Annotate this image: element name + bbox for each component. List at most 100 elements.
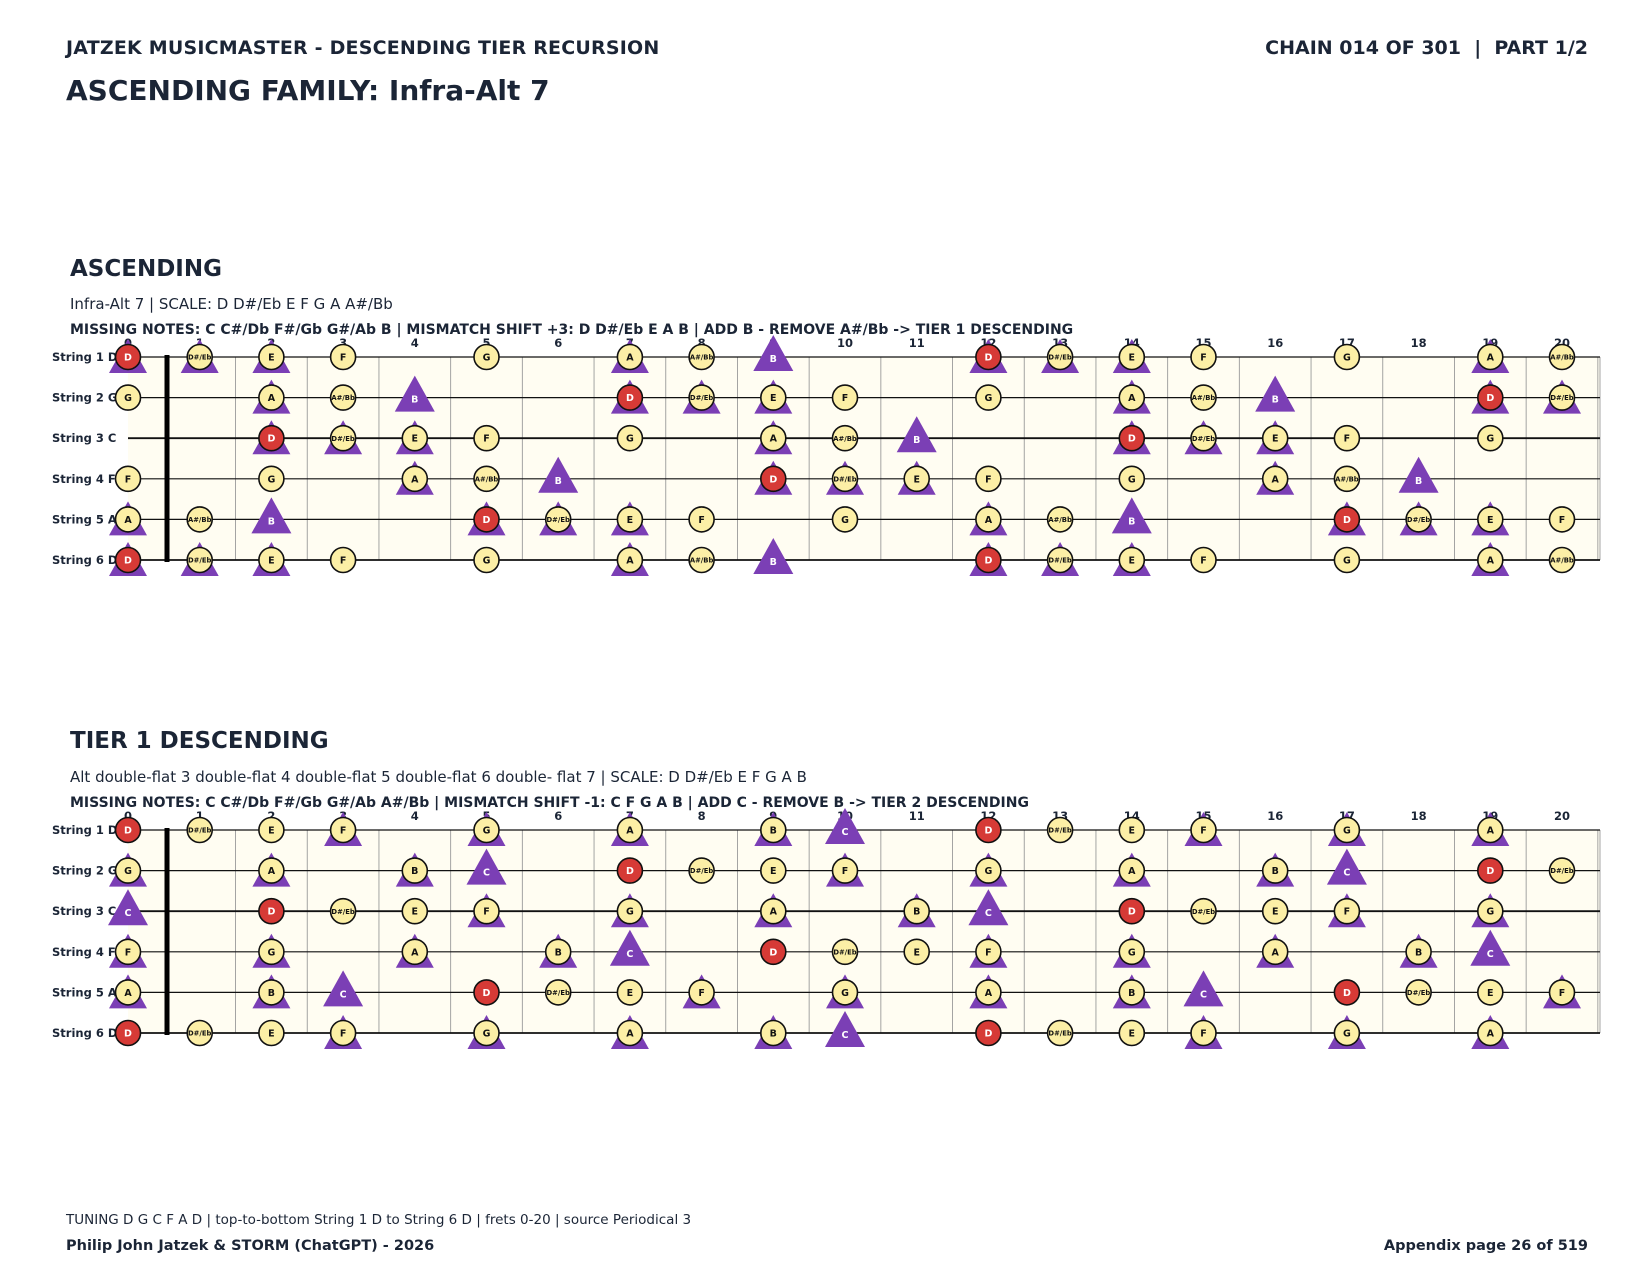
scale-note-marker xyxy=(258,979,285,1006)
note-label: A xyxy=(626,556,634,567)
note-label: E xyxy=(412,434,419,445)
note-label: D xyxy=(1343,988,1351,999)
note-label: B xyxy=(555,947,562,958)
scale-note-marker xyxy=(329,424,357,452)
scale-note-marker xyxy=(1333,343,1361,371)
scale-note-marker xyxy=(186,546,213,574)
mismatch-triangle xyxy=(538,456,579,493)
note-label: D#/Eb xyxy=(833,475,856,483)
scale-note-marker xyxy=(831,979,859,1006)
root-note-marker xyxy=(975,1019,1002,1047)
scale-note-marker xyxy=(688,343,715,371)
scale-note-marker xyxy=(688,546,715,574)
scale-note-marker xyxy=(616,546,644,574)
note-label: G xyxy=(841,988,849,999)
scale-note-marker xyxy=(544,979,572,1006)
section-subtitle-tier1-descending: Alt double-flat 3 double-flat 4 double-f… xyxy=(70,768,807,786)
scale-note-marker xyxy=(1477,343,1504,371)
note-label: D xyxy=(1486,866,1494,877)
note-label: D xyxy=(483,515,491,526)
scale-note-marker xyxy=(1405,506,1432,533)
string-label: String 4 F xyxy=(52,472,116,486)
note-label: A xyxy=(411,947,419,958)
string-label: String 3 C xyxy=(52,904,116,918)
scale-note-marker xyxy=(1190,897,1217,925)
scale-note-marker xyxy=(329,343,357,371)
root-note-marker xyxy=(616,384,644,411)
triangle-note-label: B xyxy=(1128,516,1135,527)
note-label: D xyxy=(1343,515,1351,526)
note-label: B xyxy=(1128,988,1135,999)
fret-number: 5 xyxy=(482,336,490,350)
mismatch-triangle xyxy=(108,889,148,926)
note-label: G xyxy=(1128,947,1136,958)
scale-note-marker xyxy=(258,465,285,493)
scale-note-marker xyxy=(759,424,787,452)
scale-note-marker xyxy=(1046,546,1074,574)
mismatch-triangle xyxy=(825,808,865,844)
scale-note-marker xyxy=(975,938,1002,966)
scale-note-marker xyxy=(1261,465,1289,493)
root-note-marker xyxy=(1118,897,1146,925)
triangle-note-label: C xyxy=(483,868,490,879)
scale-note-marker xyxy=(1477,546,1504,574)
note-label: G xyxy=(1343,826,1351,837)
note-label: D xyxy=(984,353,992,364)
scale-note-marker xyxy=(759,857,787,884)
scale-note-marker xyxy=(688,979,715,1006)
mismatch-triangle xyxy=(251,497,292,534)
scale-note-marker xyxy=(1190,384,1217,411)
triangle-note-label: C xyxy=(626,949,633,960)
note-label: D#/Eb xyxy=(331,908,354,916)
note-label: G xyxy=(483,826,491,837)
mismatch-triangle xyxy=(1111,497,1152,534)
note-label: A xyxy=(1272,947,1280,958)
scale-note-marker xyxy=(258,1019,285,1047)
note-label: G xyxy=(1343,1029,1351,1040)
root-note-marker xyxy=(975,816,1002,844)
note-label: A xyxy=(985,988,993,999)
mismatch-triangle xyxy=(323,970,364,1007)
scale-note-marker xyxy=(1118,384,1146,411)
note-label: A#/Bb xyxy=(1550,354,1574,362)
scale-note-marker xyxy=(1190,1019,1217,1047)
note-label: E xyxy=(1487,515,1494,526)
note-label: E xyxy=(1129,353,1136,364)
note-label: A xyxy=(268,866,276,877)
scale-note-marker xyxy=(1477,979,1504,1006)
scale-note-marker xyxy=(975,857,1002,884)
note-label: D#/Eb xyxy=(1407,989,1430,997)
note-label: B xyxy=(913,907,920,918)
fret-number: 6 xyxy=(554,336,562,350)
note-label: D#/Eb xyxy=(1192,908,1215,916)
scale-note-marker xyxy=(1046,816,1074,844)
note-label: D xyxy=(769,947,777,958)
scale-note-marker xyxy=(831,384,859,411)
scale-note-marker xyxy=(759,1019,787,1047)
note-label: F xyxy=(340,1029,347,1040)
note-label: E xyxy=(268,1029,275,1040)
note-label: A#/Bb xyxy=(690,557,714,565)
document-header-title: JATZEK MUSICMASTER - DESCENDING TIER REC… xyxy=(66,37,660,59)
mismatch-triangle xyxy=(753,538,794,574)
note-label: A xyxy=(626,826,634,837)
fret-number: 8 xyxy=(698,336,706,350)
scale-note-marker xyxy=(258,816,285,844)
note-label: D xyxy=(267,434,275,445)
note-label: A#/Bb xyxy=(833,435,857,443)
note-label: D xyxy=(1486,393,1494,404)
root-note-marker xyxy=(473,979,500,1006)
root-note-marker xyxy=(258,897,285,925)
scale-note-marker xyxy=(616,897,644,925)
note-label: D xyxy=(124,826,132,837)
mismatch-triangle xyxy=(1470,929,1511,966)
scale-note-marker xyxy=(1261,857,1289,884)
scale-note-marker xyxy=(1477,424,1504,452)
section-missing-notes-ascending: MISSING NOTES: C C#/Db F#/Gb G#/Ab B | M… xyxy=(70,322,1074,338)
string-label: String 2 G xyxy=(52,391,117,405)
root-note-marker xyxy=(1333,506,1361,533)
fret-number: 1 xyxy=(196,809,204,823)
section-title-ascending: ASCENDING xyxy=(70,256,222,282)
tuning-note: TUNING D G C F A D | top-to-bottom Strin… xyxy=(66,1212,692,1228)
note-label: E xyxy=(268,826,275,837)
